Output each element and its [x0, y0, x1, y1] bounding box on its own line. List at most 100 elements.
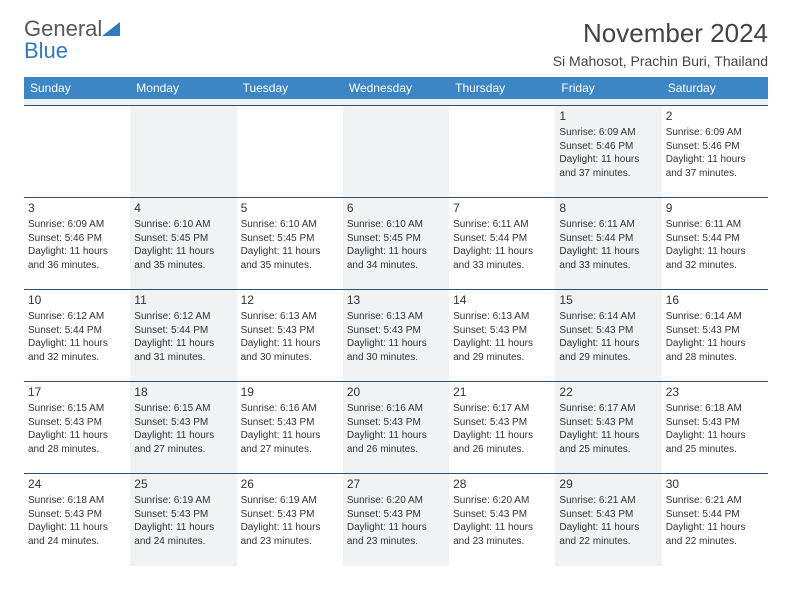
calendar-day-cell: 11Sunrise: 6:12 AMSunset: 5:44 PMDayligh…	[130, 290, 236, 382]
daylight-text: Daylight: 11 hours and 33 minutes.	[559, 245, 657, 272]
daylight-text: Daylight: 11 hours and 34 minutes.	[347, 245, 445, 272]
day-number: 1	[559, 108, 657, 124]
sunrise-text: Sunrise: 6:15 AM	[28, 402, 126, 416]
sunset-text: Sunset: 5:43 PM	[347, 416, 445, 430]
day-number: 30	[666, 476, 764, 492]
sunrise-text: Sunrise: 6:18 AM	[666, 402, 764, 416]
brand-text: General Blue	[24, 18, 120, 62]
sunset-text: Sunset: 5:44 PM	[666, 508, 764, 522]
sunset-text: Sunset: 5:43 PM	[666, 416, 764, 430]
calendar-week-row: 3Sunrise: 6:09 AMSunset: 5:46 PMDaylight…	[24, 198, 768, 290]
daylight-text: Daylight: 11 hours and 33 minutes.	[453, 245, 551, 272]
day-number: 6	[347, 200, 445, 216]
sunset-text: Sunset: 5:43 PM	[347, 508, 445, 522]
month-title: November 2024	[553, 18, 768, 49]
calendar-day-cell	[24, 106, 130, 198]
calendar-body: 1Sunrise: 6:09 AMSunset: 5:46 PMDaylight…	[24, 106, 768, 566]
day-number: 25	[134, 476, 232, 492]
calendar-day-cell	[130, 106, 236, 198]
sunrise-text: Sunrise: 6:12 AM	[28, 310, 126, 324]
day-number: 23	[666, 384, 764, 400]
dow-friday: Friday	[555, 77, 661, 99]
sunrise-text: Sunrise: 6:12 AM	[134, 310, 232, 324]
daylight-text: Daylight: 11 hours and 28 minutes.	[666, 337, 764, 364]
sunrise-text: Sunrise: 6:16 AM	[241, 402, 339, 416]
sunset-text: Sunset: 5:43 PM	[241, 324, 339, 338]
day-number: 26	[241, 476, 339, 492]
sunrise-text: Sunrise: 6:19 AM	[134, 494, 232, 508]
daylight-text: Daylight: 11 hours and 37 minutes.	[666, 153, 764, 180]
sunset-text: Sunset: 5:43 PM	[559, 324, 657, 338]
dow-monday: Monday	[130, 77, 236, 99]
daylight-text: Daylight: 11 hours and 37 minutes.	[559, 153, 657, 180]
sunrise-text: Sunrise: 6:20 AM	[347, 494, 445, 508]
sunrise-text: Sunrise: 6:17 AM	[453, 402, 551, 416]
daylight-text: Daylight: 11 hours and 32 minutes.	[28, 337, 126, 364]
calendar-day-cell: 30Sunrise: 6:21 AMSunset: 5:44 PMDayligh…	[662, 474, 768, 566]
day-number: 11	[134, 292, 232, 308]
daylight-text: Daylight: 11 hours and 32 minutes.	[666, 245, 764, 272]
daylight-text: Daylight: 11 hours and 27 minutes.	[134, 429, 232, 456]
sunrise-text: Sunrise: 6:15 AM	[134, 402, 232, 416]
calendar-day-cell: 29Sunrise: 6:21 AMSunset: 5:43 PMDayligh…	[555, 474, 661, 566]
calendar-day-cell	[343, 106, 449, 198]
calendar-day-cell	[237, 106, 343, 198]
day-number: 22	[559, 384, 657, 400]
daylight-text: Daylight: 11 hours and 25 minutes.	[559, 429, 657, 456]
calendar-day-cell: 14Sunrise: 6:13 AMSunset: 5:43 PMDayligh…	[449, 290, 555, 382]
sunset-text: Sunset: 5:43 PM	[347, 324, 445, 338]
day-number: 12	[241, 292, 339, 308]
calendar-day-cell: 19Sunrise: 6:16 AMSunset: 5:43 PMDayligh…	[237, 382, 343, 474]
day-number: 20	[347, 384, 445, 400]
dow-saturday: Saturday	[662, 77, 768, 99]
day-number: 3	[28, 200, 126, 216]
calendar-day-cell: 8Sunrise: 6:11 AMSunset: 5:44 PMDaylight…	[555, 198, 661, 290]
daylight-text: Daylight: 11 hours and 22 minutes.	[559, 521, 657, 548]
daylight-text: Daylight: 11 hours and 23 minutes.	[241, 521, 339, 548]
calendar-day-cell: 13Sunrise: 6:13 AMSunset: 5:43 PMDayligh…	[343, 290, 449, 382]
daylight-text: Daylight: 11 hours and 25 minutes.	[666, 429, 764, 456]
calendar-page: General Blue November 2024 Si Mahosot, P…	[0, 0, 792, 566]
calendar-day-cell: 22Sunrise: 6:17 AMSunset: 5:43 PMDayligh…	[555, 382, 661, 474]
sunrise-text: Sunrise: 6:09 AM	[28, 218, 126, 232]
daylight-text: Daylight: 11 hours and 35 minutes.	[241, 245, 339, 272]
dow-tuesday: Tuesday	[237, 77, 343, 99]
calendar-day-cell: 21Sunrise: 6:17 AMSunset: 5:43 PMDayligh…	[449, 382, 555, 474]
sunset-text: Sunset: 5:43 PM	[453, 508, 551, 522]
brand-logo: General Blue	[24, 18, 120, 62]
daylight-text: Daylight: 11 hours and 30 minutes.	[241, 337, 339, 364]
daylight-text: Daylight: 11 hours and 29 minutes.	[453, 337, 551, 364]
sunset-text: Sunset: 5:44 PM	[666, 232, 764, 246]
calendar-day-cell: 6Sunrise: 6:10 AMSunset: 5:45 PMDaylight…	[343, 198, 449, 290]
calendar-week-row: 17Sunrise: 6:15 AMSunset: 5:43 PMDayligh…	[24, 382, 768, 474]
day-number: 8	[559, 200, 657, 216]
daylight-text: Daylight: 11 hours and 27 minutes.	[241, 429, 339, 456]
daylight-text: Daylight: 11 hours and 31 minutes.	[134, 337, 232, 364]
sunset-text: Sunset: 5:43 PM	[28, 508, 126, 522]
sunset-text: Sunset: 5:43 PM	[453, 416, 551, 430]
daylight-text: Daylight: 11 hours and 26 minutes.	[347, 429, 445, 456]
day-number: 24	[28, 476, 126, 492]
calendar-day-cell: 17Sunrise: 6:15 AMSunset: 5:43 PMDayligh…	[24, 382, 130, 474]
day-number: 4	[134, 200, 232, 216]
day-of-week-row: Sunday Monday Tuesday Wednesday Thursday…	[24, 77, 768, 99]
dow-wednesday: Wednesday	[343, 77, 449, 99]
sunset-text: Sunset: 5:43 PM	[241, 416, 339, 430]
sunrise-text: Sunrise: 6:14 AM	[559, 310, 657, 324]
sunrise-text: Sunrise: 6:20 AM	[453, 494, 551, 508]
sunset-text: Sunset: 5:45 PM	[134, 232, 232, 246]
calendar-table: Sunday Monday Tuesday Wednesday Thursday…	[24, 77, 768, 566]
sunset-text: Sunset: 5:46 PM	[559, 140, 657, 154]
header: General Blue November 2024 Si Mahosot, P…	[24, 18, 768, 69]
sunrise-text: Sunrise: 6:16 AM	[347, 402, 445, 416]
calendar-day-cell: 26Sunrise: 6:19 AMSunset: 5:43 PMDayligh…	[237, 474, 343, 566]
sunrise-text: Sunrise: 6:17 AM	[559, 402, 657, 416]
sunrise-text: Sunrise: 6:09 AM	[666, 126, 764, 140]
day-number: 15	[559, 292, 657, 308]
sunset-text: Sunset: 5:43 PM	[453, 324, 551, 338]
calendar-day-cell: 3Sunrise: 6:09 AMSunset: 5:46 PMDaylight…	[24, 198, 130, 290]
sunrise-text: Sunrise: 6:10 AM	[241, 218, 339, 232]
title-block: November 2024 Si Mahosot, Prachin Buri, …	[553, 18, 768, 69]
daylight-text: Daylight: 11 hours and 35 minutes.	[134, 245, 232, 272]
sunset-text: Sunset: 5:43 PM	[559, 508, 657, 522]
